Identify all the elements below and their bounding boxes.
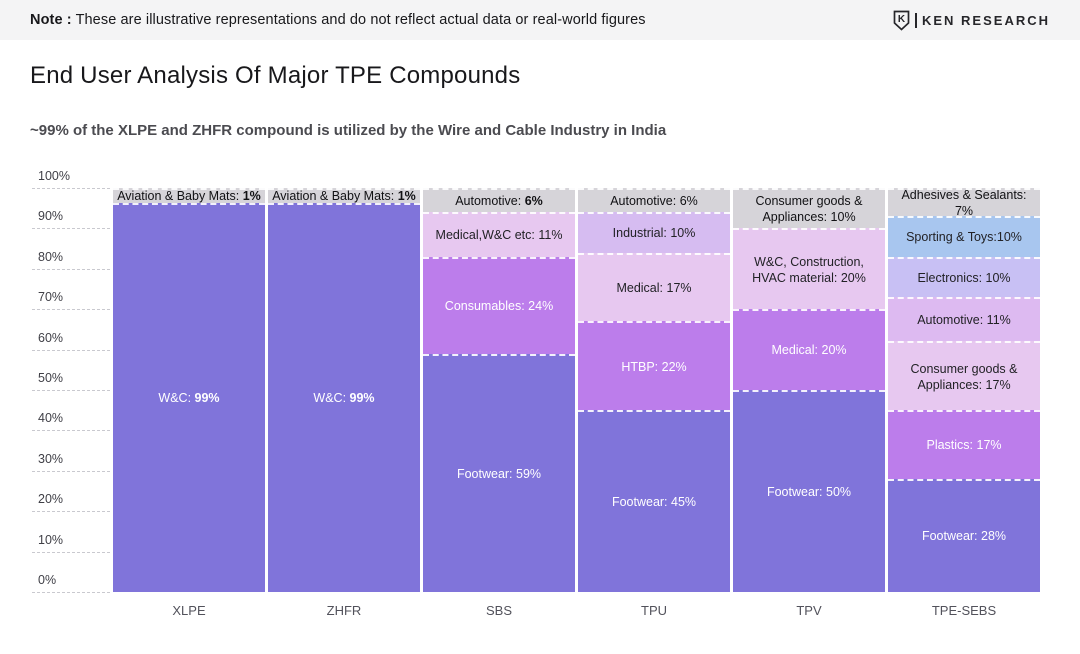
y-tick-label: 50%	[38, 371, 64, 385]
segment-label: Medical: 20%	[771, 343, 847, 358]
y-tick-label: 60%	[38, 330, 64, 345]
segment-label: Footwear: 50%	[766, 484, 852, 499]
bar-segment-footwear: Footwear: 45%	[578, 410, 730, 592]
brand-name: KEN RESEARCH	[921, 12, 1050, 28]
gridline	[32, 592, 110, 593]
x-tick-label-tpe-sebs: TPE-SEBS	[931, 603, 997, 618]
bar-segment-footwear: Footwear: 28%	[888, 478, 1040, 592]
bar-column-zhfr: Aviation & Baby Mats: 1% W&C: 99%	[268, 188, 420, 592]
x-tick-label-zhfr: ZHFR	[326, 603, 362, 618]
x-tick-label-tpv: TPV	[796, 603, 822, 618]
bar-column-tpu: Automotive: 6% Industrial: 10% Medical: 17…	[578, 188, 730, 592]
segment-label: Medical,W&C etc: 11%	[435, 228, 563, 243]
segment-label: Footwear: 59%	[456, 466, 542, 481]
bar-segment-automotive: Automotive: 6%	[423, 188, 575, 213]
brand-divider	[915, 12, 917, 28]
y-tick-label: 30%	[38, 451, 64, 466]
bar-segment-htbp: HTBP: 22%	[578, 321, 730, 411]
y-tick-label: 0%	[38, 573, 57, 587]
bar-column-sbs: Automotive: 6% Medical,W&C etc: 11% Consum…	[423, 188, 575, 592]
y-tick-label: 100%	[38, 169, 70, 183]
bar-segment-automotive: Automotive: 6%	[578, 188, 730, 213]
y-tick-label: 10%	[38, 532, 64, 547]
brand-logo: K KEN RESEARCH	[893, 10, 1050, 31]
segment-label: Footwear: 28%	[921, 529, 1007, 544]
x-tick-label-xlpe: XLPE	[172, 603, 206, 618]
bar-segment-medical: Medical: 17%	[578, 252, 730, 322]
segment-label: Automotive: 6%	[455, 193, 543, 208]
bar-segment-consumer-goods-appliances: Consumer goods & Appliances: 17%	[888, 341, 1040, 411]
note-text: Note : These are illustrative representa…	[30, 12, 646, 28]
x-tick-label-sbs: SBS	[485, 603, 512, 618]
bar-column-xlpe: Aviation & Baby Mats: 1% W&C: 99%	[113, 188, 265, 592]
bar-segment-adhesives-sealants: Adhesives & Sealants: 7%	[888, 188, 1040, 217]
gridline	[32, 470, 110, 472]
segment-label: Automotive: 11%	[917, 313, 1011, 328]
bar-segment-aviation-baby-mats: Aviation & Baby Mats: 1%	[113, 188, 265, 203]
bar-segment-sporting-toys: Sporting & Toys:10%	[888, 216, 1040, 257]
bar-segment-w-c: W&C: 99%	[268, 203, 420, 592]
segment-label: Adhesives & Sealants: 7%	[901, 188, 1027, 217]
segment-label: Electronics: 10%	[917, 270, 1011, 285]
gridline	[32, 228, 110, 230]
svg-text:K: K	[898, 14, 906, 25]
y-tick-label: 40%	[38, 411, 64, 426]
bar-segment-w-c-construction-hvac-material: W&C, Construction, HVAC material: 20%	[733, 228, 885, 310]
segment-label: Consumables: 24%	[444, 299, 554, 314]
y-tick-label: 90%	[38, 209, 64, 224]
bar-segment-w-c: W&C: 99%	[113, 203, 265, 592]
note-body: These are illustrative representations a…	[75, 12, 646, 28]
page-title: End User Analysis Of Major TPE Compounds	[30, 62, 521, 89]
chart-subtitle: ~99% of the XLPE and ZHFR compound is ut…	[30, 122, 667, 139]
bar-segment-consumables: Consumables: 24%	[423, 256, 575, 354]
note-label: Note :	[30, 12, 72, 28]
segment-label: Consumer goods & Appliances: 10%	[755, 193, 863, 225]
gridline	[32, 551, 110, 553]
segment-label: Footwear: 45%	[611, 494, 697, 509]
segment-label: W&C: 99%	[158, 391, 220, 406]
bar-segment-automotive: Automotive: 11%	[888, 297, 1040, 342]
gridline	[32, 268, 110, 270]
gridline	[32, 430, 110, 432]
segment-label: Consumer goods & Appliances: 17%	[910, 361, 1018, 392]
bar-segment-consumer-goods-appliances: Consumer goods & Appliances: 10%	[733, 188, 885, 229]
segment-label: Industrial: 10%	[612, 226, 696, 241]
bar-segment-medical: Medical: 20%	[733, 309, 885, 390]
bar-column-tpv: Consumer goods & Appliances: 10% W&C, Con…	[733, 188, 885, 592]
x-axis: XLPE ZHFR SBS TPU TPV TPE-SEBS	[113, 603, 1040, 618]
bar-segment-industrial: Industrial: 10%	[578, 212, 730, 253]
bar-segment-electronics: Electronics: 10%	[888, 256, 1040, 298]
gridline	[32, 390, 110, 391]
segment-label: Aviation & Baby Mats: 1%	[117, 189, 261, 203]
gridline	[32, 309, 110, 311]
bar-segment-plastics: Plastics: 17%	[888, 410, 1040, 479]
shield-k-icon: K	[894, 10, 910, 31]
segment-label: Aviation & Baby Mats: 1%	[272, 189, 416, 203]
segment-label: Medical: 17%	[616, 280, 692, 295]
note-bar: Note : These are illustrative representa…	[0, 0, 1080, 40]
plot-area: Aviation & Baby Mats: 1% W&C: 99% Aviation…	[113, 188, 1040, 592]
y-tick-label: 20%	[38, 492, 64, 507]
segment-label: Automotive: 6%	[610, 193, 698, 208]
segment-label: Plastics: 17%	[926, 438, 1002, 453]
segment-label: Sporting & Toys:10%	[906, 230, 1022, 245]
gridline	[32, 349, 110, 351]
gridline	[32, 188, 110, 189]
bar-segment-aviation-baby-mats: Aviation & Baby Mats: 1%	[268, 188, 420, 203]
segment-label: W&C: 99%	[313, 391, 375, 406]
segment-label: W&C, Construction, HVAC material: 20%	[752, 254, 866, 285]
y-tick-label: 80%	[38, 249, 64, 264]
segment-label: HTBP: 22%	[621, 359, 687, 374]
bar-segment-medical-w-c-etc: Medical,W&C etc: 11%	[423, 212, 575, 257]
bar-column-tpe-sebs: Adhesives & Sealants: 7% Sporting & Toys:…	[888, 188, 1040, 592]
gridline	[32, 511, 110, 513]
bar-segment-footwear: Footwear: 50%	[733, 389, 885, 592]
bar-segment-footwear: Footwear: 59%	[423, 353, 575, 592]
x-tick-label-tpu: TPU	[641, 603, 667, 618]
y-tick-label: 70%	[38, 290, 64, 305]
